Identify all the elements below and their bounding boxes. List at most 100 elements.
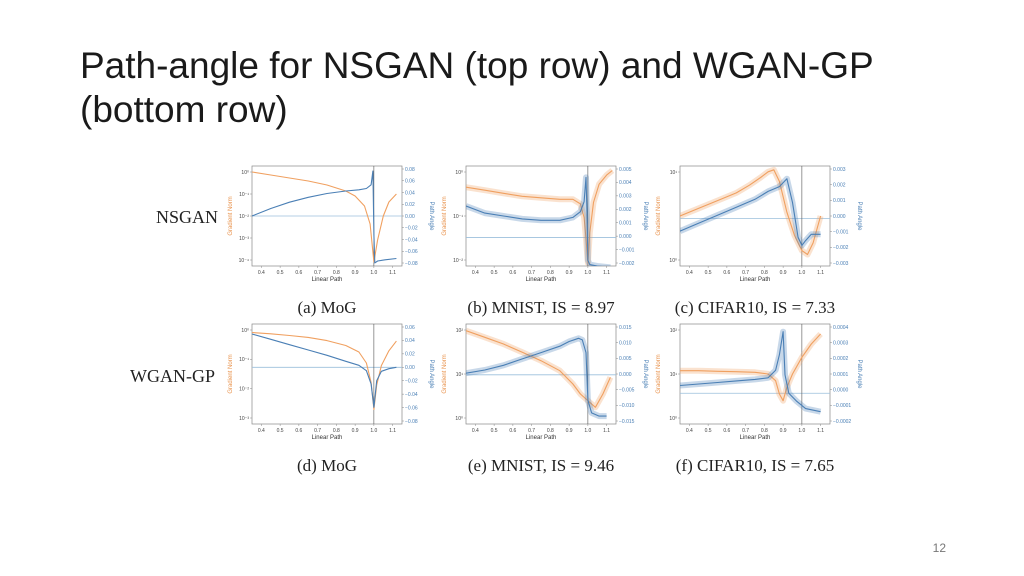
y-tick-label-left: 10⁻² (453, 258, 463, 264)
y-tick-label-left: 10⁰ (241, 170, 249, 176)
path-angle-line (466, 176, 603, 266)
gradient-norm-line (252, 171, 397, 263)
chart-svg-d: 0.4 0.5 0.6 0.7 0.8 0.9 1.0 1.1 10⁰ 10⁻¹ 10⁻² 10⁻³ 0… (228, 323, 434, 441)
chart-svg-a: 0.4 0.5 0.6 0.7 0.8 0.9 1.0 1.1 10⁰ 10⁻¹ 10⁻² 10⁻³ 1… (228, 165, 434, 283)
y-tick-label-right: 0.0002 (833, 356, 849, 362)
y-tick-label-right: 0.00 (405, 214, 415, 220)
y-tick-label-right: 0.002 (833, 182, 846, 188)
y-axis-label-right: Path Angle (428, 201, 434, 231)
y-tick-label-right: −0.002 (833, 245, 849, 251)
x-tick-label: 0.6 (723, 428, 730, 434)
chart-svg-e: 0.4 0.5 0.6 0.7 0.8 0.9 1.0 1.1 10² 10¹ 10⁰ 0.015 0.… (442, 323, 648, 441)
y-tick-label-right: −0.08 (405, 419, 418, 425)
y-tick-label-left: 10⁰ (669, 258, 677, 264)
gradient-norm-line (680, 333, 822, 402)
chart-caption-e: (e) MNIST, IS = 9.46 (467, 456, 615, 475)
y-tick-label-right: 0.000 (619, 372, 632, 378)
x-tick-label: 0.8 (547, 270, 554, 276)
gradient-norm-line (680, 169, 822, 256)
y-tick-label-left: 10⁻³ (239, 416, 249, 422)
path-angle-line (680, 331, 821, 413)
x-tick-label: 0.6 (723, 270, 730, 276)
y-tick-label-right: −0.003 (833, 261, 849, 267)
slide-number: 12 (932, 541, 946, 555)
chart-svg-f: 0.4 0.5 0.6 0.7 0.8 0.9 1.0 1.1 10² 10¹ 10⁰ 0.0004 0… (656, 323, 862, 441)
y-tick-label-right: −0.001 (833, 229, 849, 235)
row-label-nsgan: NSGAN (156, 207, 219, 227)
chart-caption-b: (b) MNIST, IS = 8.97 (467, 298, 615, 317)
y-tick-label-right: 0.02 (405, 352, 415, 358)
y-tick-label-right: 0.00 (405, 365, 415, 371)
y-tick-label-right: 0.04 (405, 190, 415, 196)
y-axis-label-left: Gradient Norm (442, 196, 448, 235)
y-tick-label-right: 0.005 (619, 356, 632, 362)
x-axis-label: Linear Path (312, 277, 343, 283)
x-tick-label: 0.4 (258, 270, 265, 276)
x-tick-label: 0.9 (780, 270, 787, 276)
x-axis-label: Linear Path (740, 277, 771, 283)
y-axis-label-right: Path Angle (856, 201, 862, 231)
x-axis-label: Linear Path (526, 277, 557, 283)
x-tick-label: 0.9 (566, 270, 573, 276)
y-tick-label-right: 0.001 (833, 198, 846, 204)
y-axis-label-right: Path Angle (856, 359, 862, 389)
y-tick-label-right: 0.000 (619, 234, 632, 240)
path-angle-line (252, 170, 397, 264)
x-tick-label: 0.9 (352, 428, 359, 434)
x-tick-label: 0.5 (705, 270, 712, 276)
y-tick-label-right: −0.06 (405, 249, 418, 255)
path-angle-line (252, 333, 397, 408)
x-tick-label: 1.1 (817, 428, 824, 434)
x-tick-label: 1.0 (798, 270, 805, 276)
y-tick-label-left: 10⁻³ (239, 236, 249, 242)
y-tick-label-left: 10⁰ (669, 416, 677, 422)
chart-panel-a: 0.4 0.5 0.6 0.7 0.8 0.9 1.0 1.1 10⁰ 10⁻¹ 10⁻² 10⁻³ 1… (222, 160, 434, 320)
x-tick-label: 0.7 (314, 270, 321, 276)
chart-caption-a: (a) MoG (297, 298, 357, 317)
path-angle-line (680, 178, 821, 246)
y-axis-label-left: Gradient Norm (656, 354, 662, 393)
chart-caption-f: (f) CIFAR10, IS = 7.65 (675, 456, 835, 475)
x-tick-label: 1.1 (817, 270, 824, 276)
x-tick-label: 1.0 (370, 270, 377, 276)
y-tick-label-left: 10⁻¹ (239, 357, 249, 363)
x-tick-label: 0.9 (780, 428, 787, 434)
x-tick-label: 1.1 (389, 428, 396, 434)
x-tick-label: 1.1 (603, 270, 610, 276)
y-tick-label-right: 0.003 (833, 167, 846, 173)
x-tick-label: 0.7 (742, 428, 749, 434)
y-axis-label-left: Gradient Norm (228, 354, 234, 393)
y-tick-label-left: 10² (456, 328, 464, 334)
chart-caption-c: (c) CIFAR10, IS = 7.33 (674, 298, 836, 317)
y-axis-label-right: Path Angle (642, 201, 648, 231)
y-tick-label-left: 10⁰ (241, 328, 249, 334)
y-tick-label-left: 10⁻¹ (239, 192, 249, 198)
x-tick-label: 0.8 (761, 270, 768, 276)
y-tick-label-left: 10² (670, 328, 678, 334)
y-tick-label-right: 0.001 (619, 221, 632, 227)
y-tick-label-right: −0.005 (619, 387, 635, 393)
y-tick-label-right: −0.04 (405, 392, 418, 398)
y-tick-label-right: 0.015 (619, 325, 632, 331)
y-tick-label-right: −0.0001 (833, 403, 851, 409)
y-tick-label-right: −0.015 (619, 419, 635, 425)
y-axis-label-left: Gradient Norm (442, 354, 448, 393)
chart-caption-d: (d) MoG (297, 456, 357, 475)
x-tick-label: 0.5 (491, 428, 498, 434)
x-tick-label: 0.5 (491, 270, 498, 276)
x-tick-label: 0.4 (686, 270, 693, 276)
y-tick-label-left: 10⁰ (455, 170, 463, 176)
x-tick-label: 0.9 (352, 270, 359, 276)
plot-frame (465, 323, 617, 425)
y-tick-label-right: 0.0003 (833, 340, 849, 346)
y-axis-label-left: Gradient Norm (228, 196, 234, 235)
x-tick-label: 1.1 (603, 428, 610, 434)
x-axis-label: Linear Path (312, 435, 343, 441)
x-tick-label: 0.4 (472, 428, 479, 434)
x-tick-label: 0.4 (258, 428, 265, 434)
chart-svg-c: 0.4 0.5 0.6 0.7 0.8 0.9 1.0 1.1 10¹ 10⁰ 0.003 0.002… (656, 165, 862, 283)
x-tick-label: 1.1 (389, 270, 396, 276)
chart-panel-c: 0.4 0.5 0.6 0.7 0.8 0.9 1.0 1.1 10¹ 10⁰ 0.003 0.002… (650, 160, 862, 320)
chart-panel-d: 0.4 0.5 0.6 0.7 0.8 0.9 1.0 1.1 10⁰ 10⁻¹ 10⁻² 10⁻³ 0… (222, 318, 434, 478)
y-tick-label-left: 10¹ (670, 372, 678, 378)
